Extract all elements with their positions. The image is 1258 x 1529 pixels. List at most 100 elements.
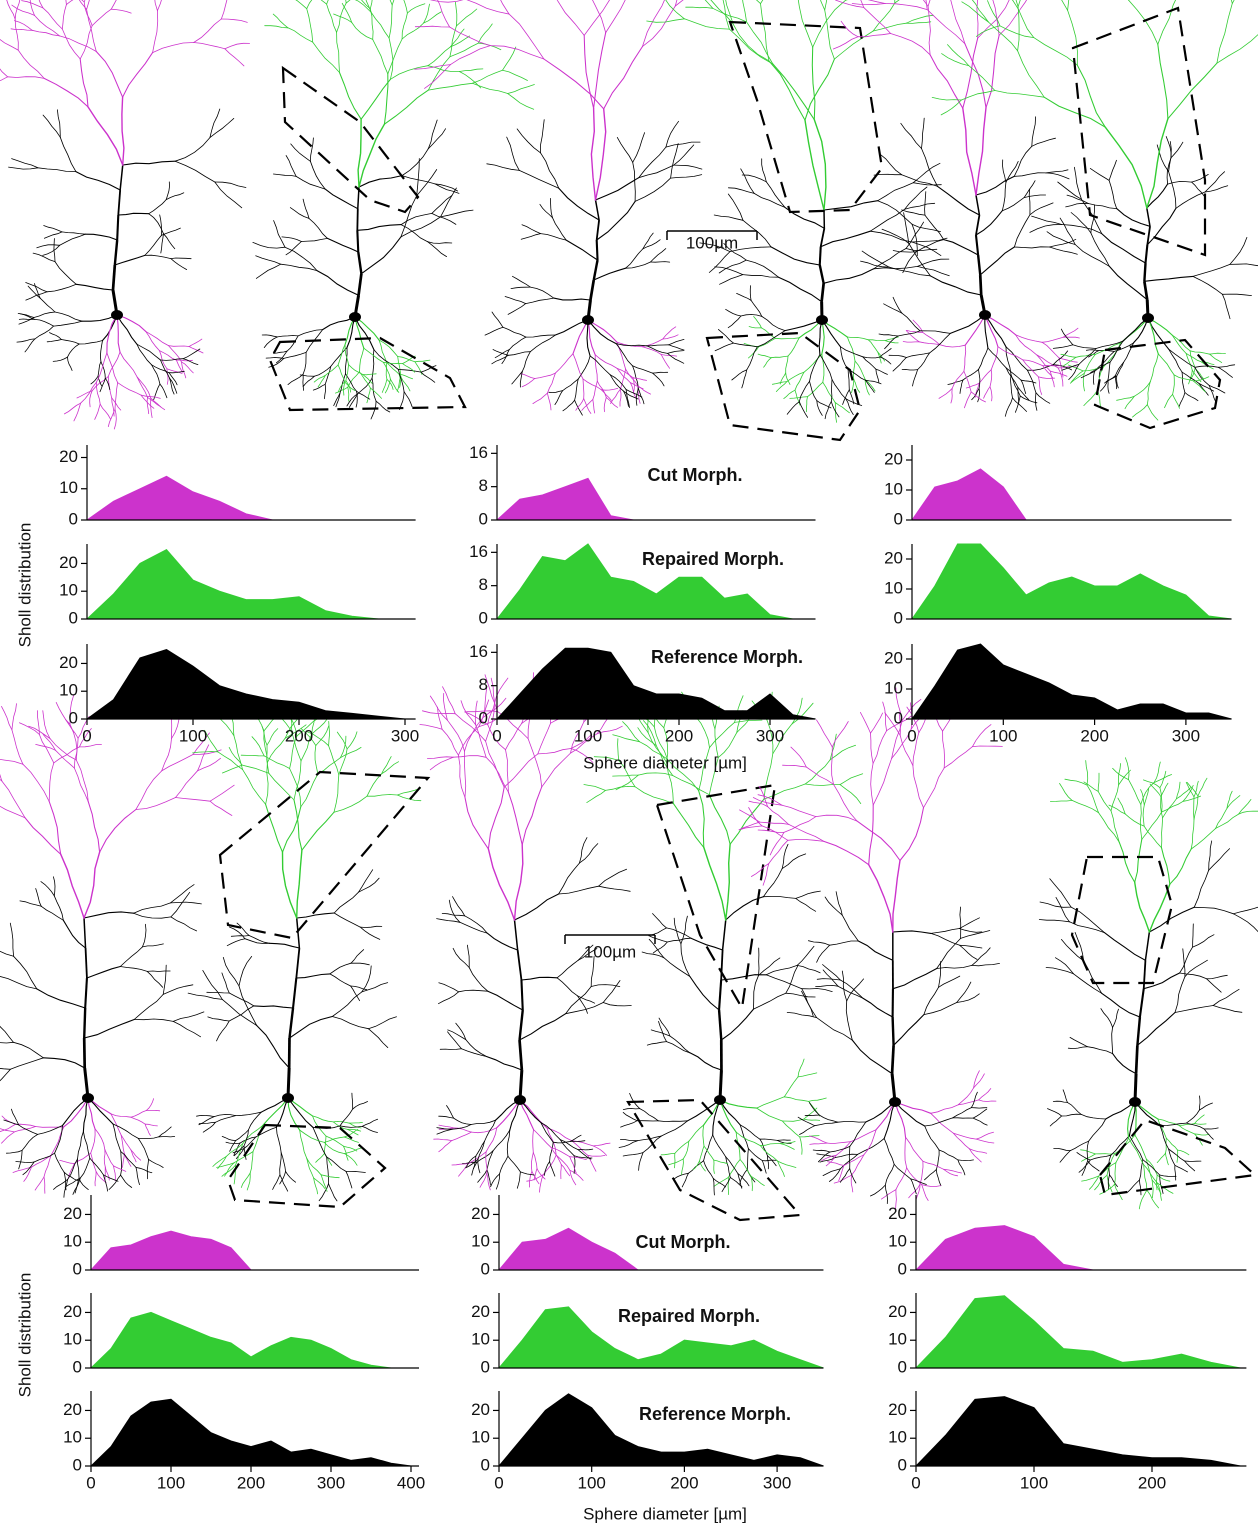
dendrite — [632, 365, 639, 389]
soma — [889, 1097, 901, 1107]
dendrite — [338, 380, 347, 392]
dendrite — [781, 1120, 801, 1138]
dendrite — [1045, 172, 1070, 180]
dendrite — [470, 1127, 498, 1134]
dendrite — [110, 8, 132, 14]
dendrite — [767, 1155, 769, 1170]
dendrite — [1208, 840, 1213, 871]
dendrite — [326, 0, 329, 5]
dendrite — [117, 382, 142, 396]
dendrite — [906, 1167, 923, 1185]
dendrite — [335, 386, 349, 394]
dendrite — [565, 1002, 604, 1015]
trunk — [111, 264, 117, 291]
dendrite — [673, 1172, 689, 1180]
dendrite — [739, 1169, 748, 1185]
dendrite — [587, 319, 617, 345]
dendrite — [114, 254, 146, 266]
dendrite — [1128, 1135, 1144, 1161]
dendrite — [669, 1035, 691, 1054]
dendrite — [55, 749, 75, 769]
dendrite — [653, 726, 668, 760]
dendrite — [159, 350, 177, 361]
dendrite — [1148, 906, 1195, 933]
dendrite — [489, 45, 545, 60]
dendrite — [899, 807, 925, 862]
dendrite — [1103, 932, 1146, 961]
dendrite — [322, 316, 356, 331]
dendrite — [1118, 841, 1136, 883]
dendrite — [674, 1153, 676, 1169]
dendrite — [1193, 780, 1199, 798]
row-annotation: Reference Morph. — [651, 647, 803, 667]
dendrite — [25, 291, 48, 301]
dendrite — [368, 1016, 397, 1030]
dendrite — [1212, 1005, 1243, 1013]
dendrite — [333, 912, 361, 928]
dendrite — [1143, 1164, 1148, 1191]
dendrite — [784, 319, 823, 332]
dendrite — [120, 1174, 133, 1188]
x-tick-label: 0 — [911, 1473, 920, 1492]
dendrite — [1157, 0, 1176, 45]
sholl-area — [85, 548, 379, 620]
dendrite — [569, 1156, 587, 1160]
dendrite — [65, 0, 67, 5]
dendrite — [765, 964, 798, 976]
dendrite — [618, 1140, 639, 1148]
dendrite — [145, 330, 169, 347]
dendrite — [592, 0, 607, 33]
dendrite — [144, 1123, 151, 1136]
dendrite — [248, 935, 270, 944]
dendrite — [598, 885, 631, 892]
dendrite — [52, 356, 68, 362]
dendrite — [63, 1178, 69, 1198]
dendrite — [1013, 172, 1047, 177]
dendrite — [938, 1149, 959, 1161]
dendrite — [170, 258, 188, 270]
dendrite — [984, 314, 1007, 348]
dendrite — [846, 336, 869, 341]
dendrite — [358, 123, 386, 188]
dendrite — [809, 381, 818, 401]
dendrite — [592, 1142, 611, 1147]
dendrite — [906, 352, 930, 358]
dendrite — [1134, 1101, 1161, 1127]
dendrite — [33, 311, 56, 318]
dendrite — [449, 42, 479, 58]
x-tick-label: 400 — [397, 1473, 425, 1492]
dendrite — [403, 391, 413, 408]
dendrite — [1043, 96, 1106, 128]
dendrite — [83, 0, 86, 3]
dendrite — [119, 946, 143, 967]
dendrite — [741, 174, 767, 183]
dendrite — [433, 1138, 453, 1141]
dendrite — [625, 261, 651, 269]
dendrite — [516, 128, 541, 154]
dendrite — [80, 381, 97, 404]
dendrite — [704, 0, 714, 9]
dendrite — [501, 349, 510, 364]
trunk — [83, 1067, 90, 1099]
dendrite — [959, 379, 964, 394]
dendrite — [487, 786, 505, 850]
dendrite — [347, 1128, 362, 1132]
dendrite — [113, 1165, 127, 1172]
dendrite — [910, 1178, 917, 1195]
dendrite — [1165, 1137, 1178, 1151]
dendrite — [400, 216, 441, 238]
dendrite — [603, 397, 607, 413]
dendrite — [940, 99, 962, 116]
dendrite — [555, 1154, 571, 1171]
dendrite — [170, 916, 197, 932]
dendrite — [162, 984, 194, 995]
dendrite — [809, 1102, 820, 1116]
dendrite — [1138, 1189, 1148, 1210]
dendrite — [487, 848, 516, 921]
dendrite — [28, 725, 51, 739]
y-tick-label: 20 — [471, 1204, 490, 1223]
dendrite — [361, 1118, 378, 1127]
dendrite — [1071, 370, 1084, 383]
y-tick-label: 20 — [63, 1302, 82, 1321]
dendrite — [520, 976, 558, 981]
